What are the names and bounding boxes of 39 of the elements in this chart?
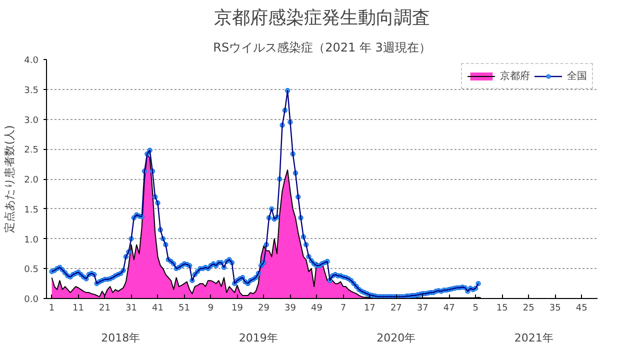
- chart-subtitle: RSウイルス感染症（2021 年 3週現在）: [213, 40, 431, 54]
- text: 2019年: [238, 332, 278, 344]
- chart-title: 京都府感染症発生動向調査: [214, 8, 430, 28]
- y-tick-label: 1.0: [24, 235, 39, 246]
- y-tick-label: 4.0: [24, 56, 39, 66]
- x-tick-label: 45: [576, 304, 588, 314]
- x-tick-label: 31: [126, 304, 137, 314]
- y-tick-label: 0.5: [24, 265, 39, 276]
- x-tick-label: 25: [522, 304, 534, 314]
- legend-label: 全国: [567, 70, 587, 83]
- y-tick-label: 0.0: [24, 295, 39, 305]
- x-tick-label: 27: [390, 304, 402, 314]
- x-tick-label: 19: [232, 304, 244, 314]
- x-tick-label: 11: [72, 304, 84, 314]
- text: 2020年: [376, 332, 416, 344]
- x-tick-label: 5: [472, 304, 479, 314]
- y-tick-label: 1.5: [24, 205, 39, 216]
- y-tick-label: 2.0: [24, 176, 39, 186]
- x-tick-label: 51: [178, 304, 190, 314]
- text: 2021年: [514, 332, 554, 344]
- legend-label: 京都府: [500, 70, 530, 83]
- x-tick-label: 35: [549, 304, 561, 314]
- x-tick-label: 7: [340, 304, 346, 314]
- x-tick-label: 37: [416, 304, 428, 314]
- x-tick-label: 15: [496, 304, 508, 314]
- x-tick-label: 1: [48, 304, 55, 314]
- y-tick-label: 3.0: [24, 116, 39, 126]
- x-tick-label: 39: [284, 304, 296, 314]
- x-tick-label: 9: [208, 304, 214, 314]
- x-tick-label: 21: [99, 304, 111, 314]
- x-tick-label: 17: [364, 304, 376, 314]
- y-tick-label: 2.5: [24, 146, 39, 156]
- text: 2018年: [101, 332, 140, 344]
- x-tick-label: 29: [258, 304, 270, 314]
- x-tick-label: 41: [152, 304, 164, 314]
- y-tick-label: 3.5: [24, 86, 39, 96]
- x-tick-label: 47: [443, 304, 455, 314]
- x-tick-label: 49: [310, 304, 323, 314]
- y-axis-title: 定点あたり患者数(人): [3, 125, 16, 233]
